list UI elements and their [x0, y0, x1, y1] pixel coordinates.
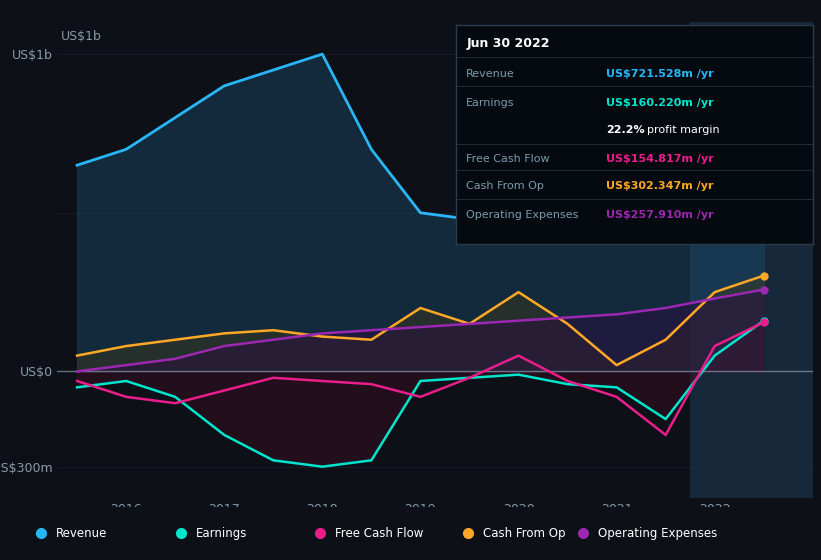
Text: profit margin: profit margin [647, 124, 719, 134]
Text: Cash From Op: Cash From Op [466, 181, 544, 192]
Bar [690, 22, 813, 498]
Text: US$154.817m /yr: US$154.817m /yr [606, 154, 713, 164]
Text: Revenue: Revenue [466, 69, 515, 79]
Text: Free Cash Flow: Free Cash Flow [466, 154, 550, 164]
Text: Revenue: Revenue [56, 527, 108, 540]
Text: Cash From Op: Cash From Op [483, 527, 565, 540]
Text: US$160.220m /yr: US$160.220m /yr [606, 99, 713, 109]
Text: Operating Expenses: Operating Expenses [598, 527, 717, 540]
Text: Jun 30 2022: Jun 30 2022 [466, 37, 550, 50]
Text: Operating Expenses: Operating Expenses [466, 210, 579, 220]
Text: US$257.910m /yr: US$257.910m /yr [606, 210, 713, 220]
Text: Earnings: Earnings [195, 527, 247, 540]
Text: US$302.347m /yr: US$302.347m /yr [606, 181, 713, 192]
Text: Earnings: Earnings [466, 99, 515, 109]
Text: Free Cash Flow: Free Cash Flow [335, 527, 424, 540]
Text: 22.2%: 22.2% [606, 124, 644, 134]
Text: US$721.528m /yr: US$721.528m /yr [606, 69, 713, 79]
Text: US$1b: US$1b [62, 30, 102, 43]
